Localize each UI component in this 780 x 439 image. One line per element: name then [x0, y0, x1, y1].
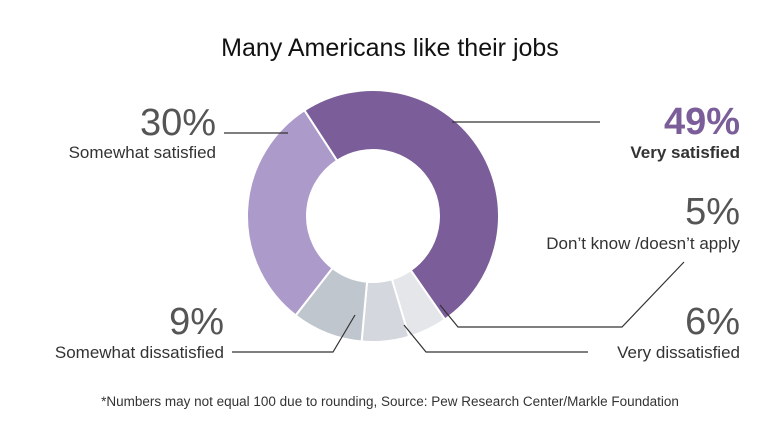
- percent-very-dissatisfied: 6%: [685, 301, 740, 343]
- percent-somewhat-satisfied: 30%: [140, 102, 216, 144]
- leader-line-dont-know: [439, 261, 685, 328]
- chart-title: Many Americans like their jobs: [221, 34, 559, 62]
- label-somewhat-dissatisfied: Somewhat dissatisfied: [55, 343, 224, 362]
- label-somewhat-satisfied: Somewhat satisfied: [69, 143, 216, 162]
- label-very-dissatisfied: Very dissatisfied: [617, 343, 740, 362]
- percent-very-satisfied: 49%: [664, 101, 740, 143]
- leader-line-very-dissatisfied: [403, 324, 588, 353]
- percent-somewhat-dissatisfied: 9%: [169, 301, 224, 343]
- leader-line-somewhat-dissatisfied: [232, 314, 356, 353]
- footnote: *Numbers may not equal 100 due to roundi…: [101, 394, 679, 409]
- label-dont-know: Don’t know /doesn’t apply: [546, 234, 740, 253]
- donut-slices: [246, 89, 500, 343]
- label-very-satisfied: Very satisfied: [630, 143, 740, 162]
- donut-slice-somewhat-satisfied: [246, 108, 339, 317]
- percent-dont-know: 5%: [685, 191, 740, 233]
- donut-slice-very-satisfied: [302, 89, 500, 321]
